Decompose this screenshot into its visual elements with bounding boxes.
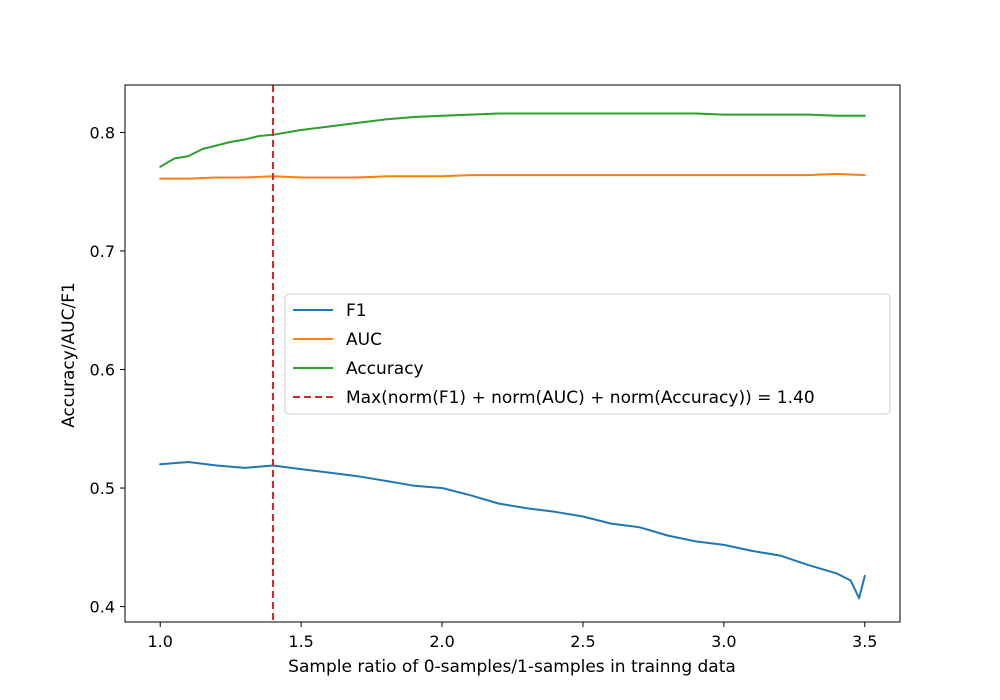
plot-area [159, 85, 866, 622]
axes-frame [124, 84, 901, 623]
legend-label-f1: F1 [346, 301, 367, 321]
y-tick-label: 0.5 [90, 479, 115, 498]
series-line-accuracy [159, 112, 866, 168]
axes: 1.0 1.5 2.0 2.5 3.0 3.5 0.4 0.5 0.6 0.7 0.8 [90, 84, 901, 651]
series-line-f1 [159, 461, 866, 600]
legend-box [284, 293, 891, 415]
x-tick-label: 1.0 [148, 632, 173, 651]
series-line-auc [159, 172, 866, 180]
legend-label-auc: AUC [346, 330, 382, 350]
x-tick-label: 1.5 [288, 632, 313, 651]
y-tick-label: 0.7 [90, 242, 115, 261]
x-tick-label: 3.0 [711, 632, 736, 651]
y-tick-label: 0.6 [90, 361, 115, 380]
legend-label-vline: Max(norm(F1) + norm(AUC) + norm(Accuracy… [346, 388, 815, 408]
legend-label-accuracy: Accuracy [346, 359, 424, 379]
y-tick-label: 0.4 [90, 598, 115, 617]
x-tick-label: 2.5 [570, 632, 595, 651]
y-tick-label: 0.8 [90, 123, 115, 142]
x-tick-label: 3.5 [852, 632, 877, 651]
legend: F1 AUC Accuracy Max(norm(F1) + norm(AUC) + … [284, 293, 891, 415]
x-axis-label: Sample ratio of 0-samples/1-samples in t… [288, 657, 736, 677]
y-axis-label: Accuracy/AUC/F1 [59, 282, 79, 428]
x-tick-label: 2.0 [429, 632, 454, 651]
